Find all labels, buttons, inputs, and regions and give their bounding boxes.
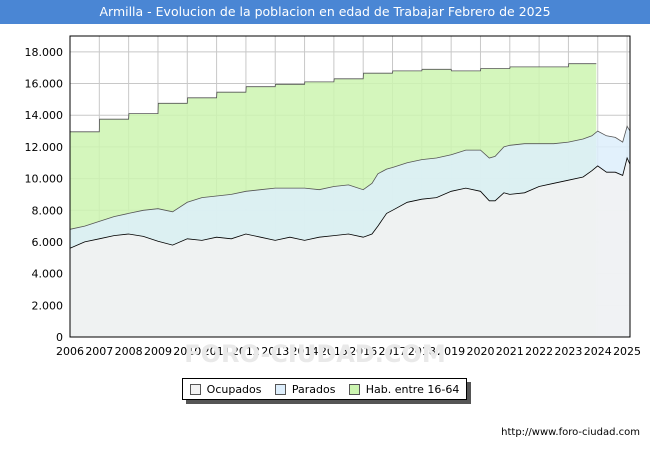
x-tick-label: 2011: [203, 345, 231, 358]
line-ocupados: [69, 156, 631, 249]
legend-item-ocupados: Ocupados: [189, 382, 262, 396]
y-tick-label: 10.000: [25, 173, 64, 186]
x-tick-label: 2019: [437, 345, 465, 358]
x-tick-label: 2023: [554, 345, 582, 358]
legend-swatch-ocupados: [189, 383, 201, 395]
y-tick-label: 2.000: [32, 299, 64, 312]
legend-item-parados: Parados: [274, 382, 336, 396]
x-tick-label: 2009: [144, 345, 172, 358]
y-tick-label: 12.000: [25, 141, 64, 154]
x-tick-label: 2025: [613, 345, 641, 358]
x-tick-label: 2020: [466, 345, 494, 358]
y-tick-label: 0: [56, 331, 63, 344]
x-tick-label: 2014: [291, 345, 319, 358]
x-tick-label: 2010: [173, 345, 201, 358]
legend-item-habitantes: Hab. entre 16-64: [348, 382, 460, 396]
x-tick-label: 2006: [56, 345, 84, 358]
x-tick-label: 2008: [115, 345, 143, 358]
x-tick-label: 2017: [379, 345, 407, 358]
y-tick-label: 16.000: [25, 78, 64, 91]
source-url[interactable]: http://www.foro-ciudad.com: [501, 427, 640, 438]
x-tick-label: 2013: [261, 345, 289, 358]
line-hab-entre-16-64: [70, 63, 597, 133]
legend-swatch-habitantes: [348, 383, 360, 395]
legend-label-parados: Parados: [291, 382, 336, 396]
watermark: FORO-CIUDAD.COM: [184, 340, 446, 368]
x-tick-label: 2012: [232, 345, 260, 358]
x-tick-label: 2015: [320, 345, 348, 358]
chart-title: Armilla - Evolucion de la poblacion en e…: [0, 0, 650, 24]
legend-label-habitantes: Hab. entre 16-64: [365, 382, 460, 396]
x-tick-label: 2018: [408, 345, 436, 358]
area-ocupados: [70, 158, 630, 337]
x-tick-label: 2022: [525, 345, 553, 358]
y-tick-label: 4.000: [32, 268, 64, 281]
line-parados: [69, 125, 631, 230]
y-tick-label: 14.000: [25, 109, 64, 122]
plot-frame: [69, 35, 631, 338]
x-tick-label: 2024: [584, 345, 612, 358]
y-tick-label: 6.000: [32, 236, 64, 249]
y-tick-label: 18.000: [25, 46, 64, 59]
x-tick-label: 2016: [349, 345, 377, 358]
x-tick-label: 2021: [496, 345, 524, 358]
y-tick-label: 8.000: [32, 204, 64, 217]
legend: Ocupados Parados Hab. entre 16-64: [182, 378, 467, 400]
legend-label-ocupados: Ocupados: [206, 382, 262, 396]
legend-swatch-parados: [274, 383, 286, 395]
x-tick-label: 2007: [85, 345, 113, 358]
